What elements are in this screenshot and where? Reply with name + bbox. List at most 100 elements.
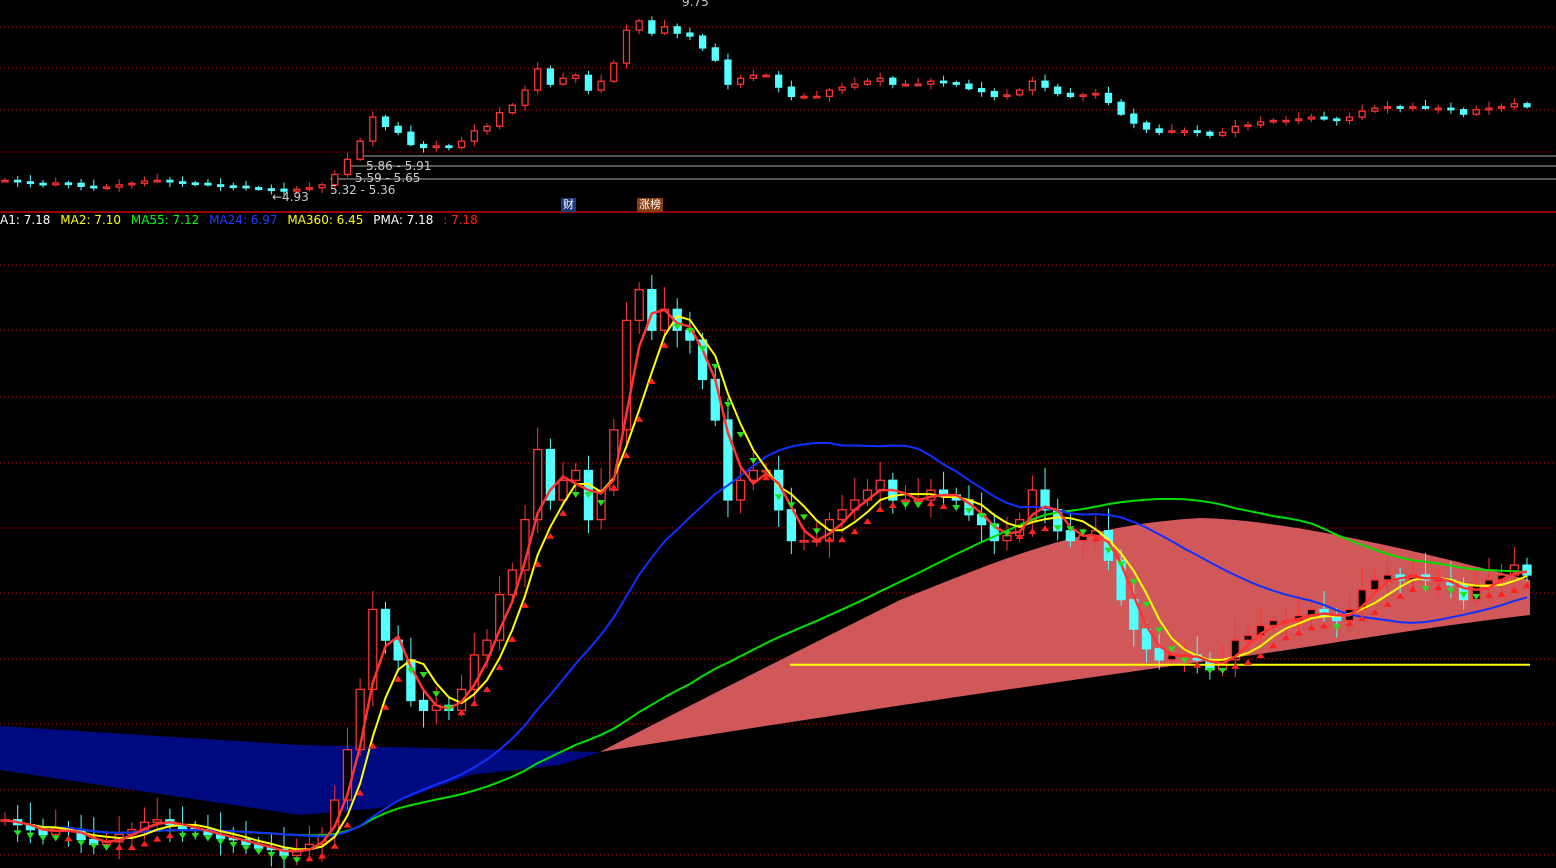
candle-down <box>584 74 593 91</box>
candle-down <box>977 87 986 93</box>
ma1-line <box>4 308 1528 853</box>
up-arrow-icon <box>939 503 948 510</box>
down-arrow-icon <box>432 691 441 698</box>
down-arrow-icon <box>698 345 707 352</box>
candle-down <box>546 68 555 85</box>
down-arrow-icon <box>736 431 745 438</box>
limit-up-badge[interactable]: 涨榜 <box>637 198 663 212</box>
up-arrow-icon <box>838 536 847 543</box>
candle-down <box>1141 628 1152 650</box>
candle-up <box>1079 94 1087 98</box>
down-arrow-icon <box>812 528 821 535</box>
candle-down <box>990 90 998 98</box>
up-arrow-icon <box>1408 585 1417 592</box>
up-arrow-icon <box>495 663 504 670</box>
up-arrow-icon <box>1484 591 1493 598</box>
candle-down <box>1129 598 1139 630</box>
up-arrow-icon <box>457 709 466 716</box>
down-arrow-icon <box>216 839 225 846</box>
candle-down <box>1054 86 1062 95</box>
navy-cloud <box>0 726 600 815</box>
candle-up <box>140 180 149 184</box>
candle-up <box>1028 80 1036 91</box>
candle-up <box>901 83 910 87</box>
range-label: 5.59 - 5.65 <box>355 171 420 185</box>
candle-down <box>267 188 276 192</box>
down-arrow-icon <box>191 832 200 839</box>
candle-up <box>534 68 542 91</box>
candle-up <box>470 130 478 142</box>
candle-up <box>494 594 505 641</box>
down-arrow-icon <box>1180 657 1189 664</box>
candle-up <box>482 639 492 656</box>
candle-up <box>356 140 364 160</box>
candle-up <box>1092 92 1100 96</box>
up-arrow-icon <box>926 500 935 507</box>
candle-up <box>432 145 440 149</box>
legend-ma55: MA55: 7.12 <box>130 213 200 227</box>
candle-down <box>280 188 288 192</box>
candle-down <box>647 288 657 331</box>
candle-down <box>381 116 390 128</box>
up-arrow-icon <box>1015 533 1024 540</box>
candle-up <box>876 77 884 82</box>
grid-lines <box>0 26 1556 856</box>
candle-up <box>1243 634 1253 641</box>
up-arrow-icon <box>559 509 568 516</box>
candle-down <box>419 143 428 149</box>
candle-down <box>1142 122 1151 130</box>
candle-up <box>343 158 352 176</box>
legend-ma1: A1: 7.18 <box>0 213 51 227</box>
up-arrow-icon <box>140 840 149 847</box>
down-arrow-icon <box>102 844 111 851</box>
up-arrow-icon <box>356 789 365 796</box>
down-arrow-icon <box>13 830 22 837</box>
legend-ma2: MA2: 7.10 <box>60 213 122 227</box>
candle-down <box>1117 101 1125 115</box>
up-arrow-icon <box>394 675 403 682</box>
candle-up <box>508 104 516 114</box>
up-arrow-icon <box>1510 586 1519 593</box>
candle-up <box>838 86 846 91</box>
candle-up <box>748 469 758 481</box>
down-arrow-icon <box>584 491 593 498</box>
candle-up <box>1434 107 1442 111</box>
down-arrow-icon <box>1066 526 1075 533</box>
up-arrow-icon <box>1243 658 1252 665</box>
up-arrow-icon <box>622 452 631 459</box>
candle-up <box>331 173 339 186</box>
candle-up <box>1382 574 1393 581</box>
candle-up <box>507 569 517 596</box>
up-arrow-icon <box>305 855 314 862</box>
down-arrow-icon <box>749 458 758 465</box>
candle-up <box>1485 107 1493 111</box>
down-arrow-icon <box>571 491 580 498</box>
up-arrow-icon <box>1345 620 1354 627</box>
down-arrow-icon <box>1079 529 1088 536</box>
candle-up <box>1484 579 1494 586</box>
candle-down <box>229 185 237 189</box>
candle-up <box>914 83 922 87</box>
ma2-line <box>4 314 1528 851</box>
candle-down <box>1155 128 1163 133</box>
candle-up <box>1497 106 1506 109</box>
up-arrow-icon <box>521 601 530 608</box>
candle-up <box>735 479 746 501</box>
candle-up <box>1282 119 1290 123</box>
down-arrow-icon <box>1117 561 1126 568</box>
candle-up <box>152 819 162 823</box>
down-arrow-icon <box>419 672 428 679</box>
down-arrow-icon <box>51 835 60 842</box>
candle-up <box>622 29 631 64</box>
candle-up <box>1218 131 1227 136</box>
candle-up <box>660 26 669 34</box>
down-arrow-icon <box>685 327 694 334</box>
up-arrow-icon <box>1396 592 1405 599</box>
candle-down <box>939 80 948 84</box>
candle-down <box>77 182 85 187</box>
candle-up <box>813 95 821 99</box>
up-arrow-icon <box>1193 661 1202 668</box>
down-arrow-icon <box>1205 667 1214 674</box>
candle-down <box>418 699 429 711</box>
finance-badge[interactable]: 财 <box>561 198 576 212</box>
